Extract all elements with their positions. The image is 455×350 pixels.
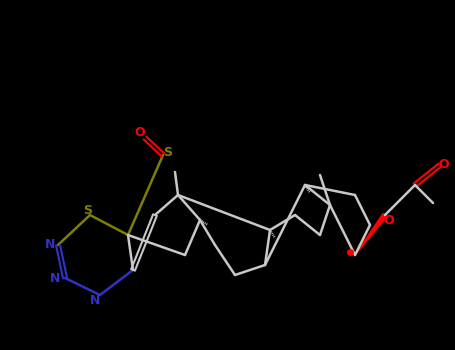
Text: O: O	[439, 159, 450, 172]
Text: O: O	[384, 214, 394, 226]
Text: S: S	[84, 203, 92, 217]
Text: N: N	[90, 294, 100, 307]
Text: O: O	[135, 126, 145, 140]
Polygon shape	[355, 214, 387, 255]
Text: S: S	[163, 147, 172, 160]
Text: N: N	[50, 272, 60, 285]
Text: N: N	[45, 238, 55, 252]
